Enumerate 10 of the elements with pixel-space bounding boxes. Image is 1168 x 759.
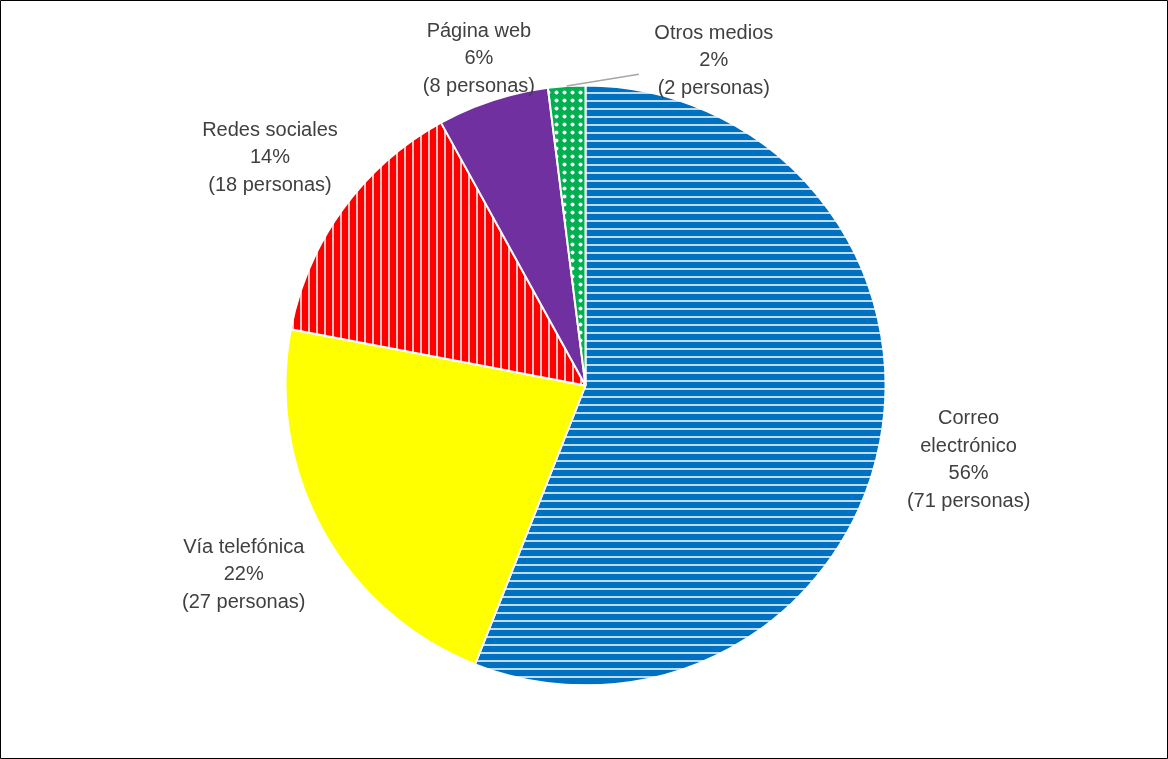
data-label: 56% (71 personas) [906, 461, 1031, 511]
data-label: 22% (27 personas) [182, 562, 306, 612]
data-label: 14% (18 personas) [208, 145, 332, 195]
data-label: 2% (2 personas) [657, 48, 770, 98]
slice-label: Otros medios [654, 20, 774, 43]
slice-label: Página web [426, 18, 532, 41]
slice-label: Correo electrónico [920, 406, 1017, 456]
slice-label: Redes sociales [202, 117, 338, 140]
data-label: 6% (8 personas) [422, 46, 536, 96]
slice-label: Vía telefónica [183, 534, 306, 557]
